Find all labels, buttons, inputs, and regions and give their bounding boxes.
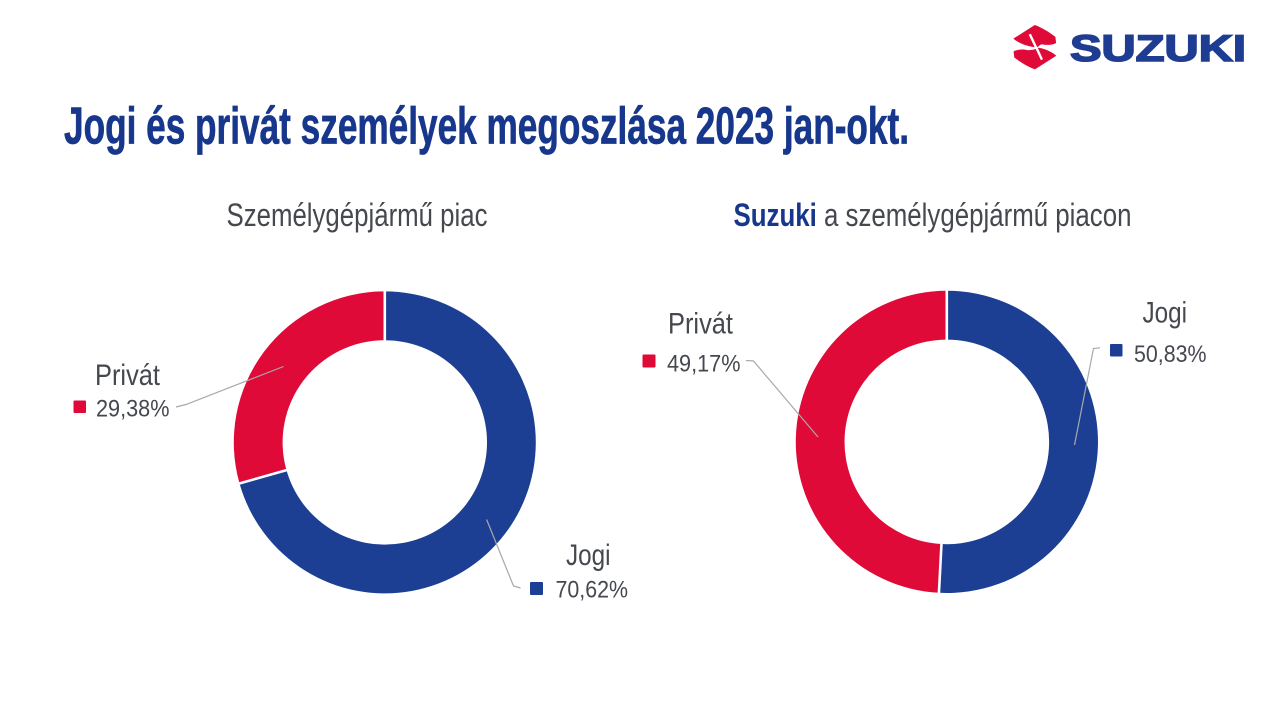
svg-text:70,62%: 70,62% <box>556 577 629 604</box>
svg-text:Suzuki a személygépjármű piaco: Suzuki a személygépjármű piacon <box>734 197 1132 233</box>
svg-text:Jogi és privát személyek megos: Jogi és privát személyek megoszlása 2023… <box>64 98 909 156</box>
svg-text:Privát: Privát <box>668 308 734 341</box>
svg-text:50,83%: 50,83% <box>1134 341 1207 368</box>
svg-text:29,38%: 29,38% <box>96 396 170 423</box>
svg-text:49,17%: 49,17% <box>667 351 741 378</box>
svg-text:Jogi: Jogi <box>1143 297 1188 330</box>
svg-text:Személygépjármű piac: Személygépjármű piac <box>227 197 488 233</box>
svg-text:Jogi: Jogi <box>566 539 611 572</box>
svg-text:Privát: Privát <box>95 359 161 392</box>
svg-text:SUZUKI: SUZUKI <box>1070 28 1246 69</box>
